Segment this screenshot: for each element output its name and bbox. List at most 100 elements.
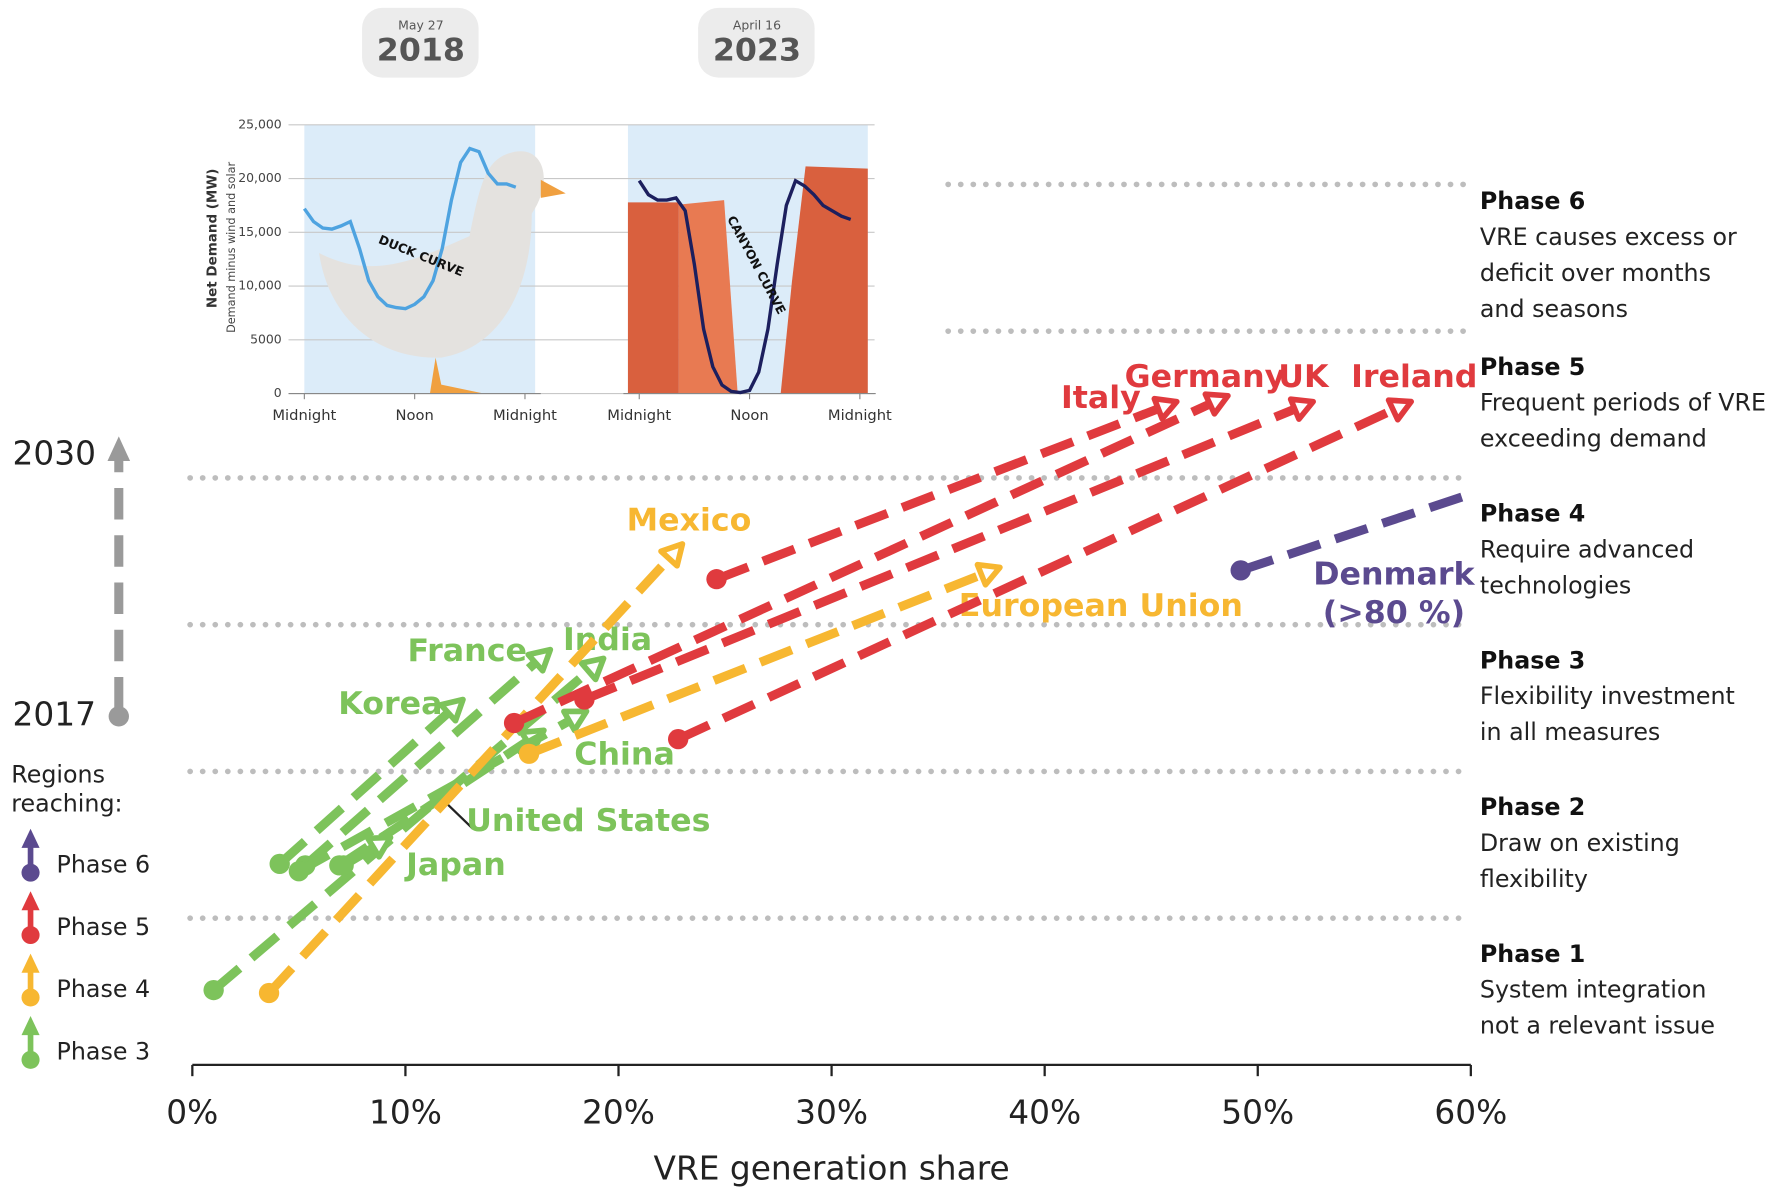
x-tick-label: 20% — [582, 1093, 655, 1131]
legend-title: Regions — [11, 760, 105, 788]
legend-label: Phase 3 — [57, 1038, 151, 1066]
phase-description: exceeding demand — [1480, 425, 1707, 453]
start-point — [259, 983, 279, 1003]
start-point — [1231, 560, 1251, 580]
arrowhead — [581, 658, 603, 679]
region-label: Japan — [404, 847, 506, 883]
x-tick-label: 60% — [1434, 1093, 1507, 1131]
phase-description: deficit over months — [1480, 259, 1711, 287]
arrowhead — [1389, 400, 1412, 420]
duck-beak — [541, 180, 566, 198]
phase-title: Phase 2 — [1480, 793, 1585, 821]
y-tick-label: 20,000 — [238, 170, 282, 185]
arrowhead — [977, 565, 999, 585]
start-point — [270, 854, 290, 874]
pathway-line — [678, 410, 1393, 739]
start-point — [706, 569, 726, 589]
phase-title: Phase 3 — [1480, 646, 1585, 674]
arrowhead — [1205, 394, 1228, 414]
phase-title: Phase 1 — [1480, 940, 1585, 968]
y-tick-label: 5000 — [250, 331, 282, 346]
arrowhead — [564, 711, 587, 730]
inset-background — [304, 125, 867, 394]
pathway-line — [280, 713, 448, 864]
arrowhead — [661, 544, 682, 566]
start-point — [574, 689, 594, 709]
start-point — [519, 744, 539, 764]
year-arrowhead — [107, 436, 130, 461]
start-point — [504, 713, 524, 733]
badge-date: April 16 — [733, 17, 781, 32]
phase-description: in all measures — [1480, 718, 1660, 746]
legend-marker — [21, 1016, 39, 1035]
y-tick-label: 10,000 — [238, 278, 282, 293]
legend-marker — [21, 891, 39, 910]
y-axis-sublabel: Demand minus wind and solar — [225, 161, 238, 332]
phase-description: flexibility — [1480, 865, 1588, 893]
phase-description: VRE causes excess or — [1480, 223, 1737, 251]
x-tick-label: 0% — [166, 1093, 218, 1131]
phase-title: Phase 6 — [1480, 187, 1585, 215]
region-label: United States — [466, 803, 710, 839]
legend-marker — [21, 829, 39, 848]
year-label: 2017 — [13, 695, 96, 733]
start-point — [203, 980, 223, 1000]
x-tick-label: Midnight — [828, 407, 892, 424]
legend-label: Phase 4 — [57, 975, 151, 1003]
x-tick-label: 30% — [795, 1093, 868, 1131]
start-point — [668, 729, 688, 749]
x-tick-label: 40% — [1008, 1093, 1081, 1131]
legend-marker — [21, 954, 39, 973]
pathway-line — [514, 404, 1209, 723]
chart: 0 5000 10,000 15,000 20,000 25,000 Net Demand … — [0, 0, 1765, 1192]
legend-marker — [21, 1051, 39, 1069]
phase-description: System integration — [1480, 976, 1707, 1004]
x-tick-label: 10% — [369, 1093, 442, 1131]
region-label: France — [408, 633, 527, 669]
phase-title: Phase 4 — [1480, 500, 1585, 528]
region-label: Mexico — [627, 503, 752, 539]
year-label: 2030 — [13, 434, 96, 472]
y-axis-label: Net Demand (MW) — [205, 169, 221, 309]
phase-description: Flexibility investment — [1480, 682, 1735, 710]
badge-date: May 27 — [398, 17, 443, 32]
region-label: China — [574, 737, 675, 773]
region-label: Ireland — [1351, 359, 1477, 395]
x-tick-label: Midnight — [272, 407, 336, 424]
legend-marker — [21, 864, 39, 882]
start-point — [289, 861, 309, 881]
phase-description: technologies — [1480, 572, 1631, 600]
x-tick-label: Noon — [730, 407, 768, 424]
region-label: Korea — [338, 686, 442, 722]
badge-year: 2023 — [713, 33, 801, 69]
region-label: UK — [1278, 359, 1330, 395]
y-tick-label: 0 — [274, 385, 282, 400]
region-label: Denmark — [1313, 557, 1475, 593]
legend-title: reaching: — [11, 790, 122, 818]
x-tick-label: 50% — [1221, 1093, 1294, 1131]
y-tick-label: 25,000 — [238, 116, 282, 131]
phase-description: Frequent periods of VRE — [1480, 389, 1765, 417]
legend-label: Phase 5 — [57, 913, 151, 941]
year-start-dot — [109, 706, 129, 726]
x-tick-label: Noon — [396, 407, 434, 424]
phase-title: Phase 5 — [1480, 353, 1585, 381]
x-axis-label: VRE generation share — [654, 1150, 1010, 1188]
region-label: Germany — [1125, 359, 1286, 395]
phase-description: and seasons — [1480, 295, 1628, 323]
legend-marker — [21, 926, 39, 944]
phase-description: Require advanced — [1480, 536, 1694, 564]
x-tick-label: Midnight — [607, 407, 671, 424]
badge-year: 2018 — [377, 33, 465, 69]
phase-description: not a relevant issue — [1480, 1012, 1715, 1040]
start-point — [333, 855, 353, 875]
region-note: (>80 %) — [1323, 595, 1465, 631]
legend-label: Phase 6 — [57, 850, 151, 878]
x-tick-label: Midnight — [493, 407, 557, 424]
phase-description: Draw on existing — [1480, 829, 1680, 857]
y-tick-label: 15,000 — [238, 224, 282, 239]
pathway-line — [584, 409, 1294, 699]
arrowhead — [1291, 399, 1313, 419]
legend-marker — [21, 988, 39, 1006]
canyon-wall — [628, 202, 679, 393]
